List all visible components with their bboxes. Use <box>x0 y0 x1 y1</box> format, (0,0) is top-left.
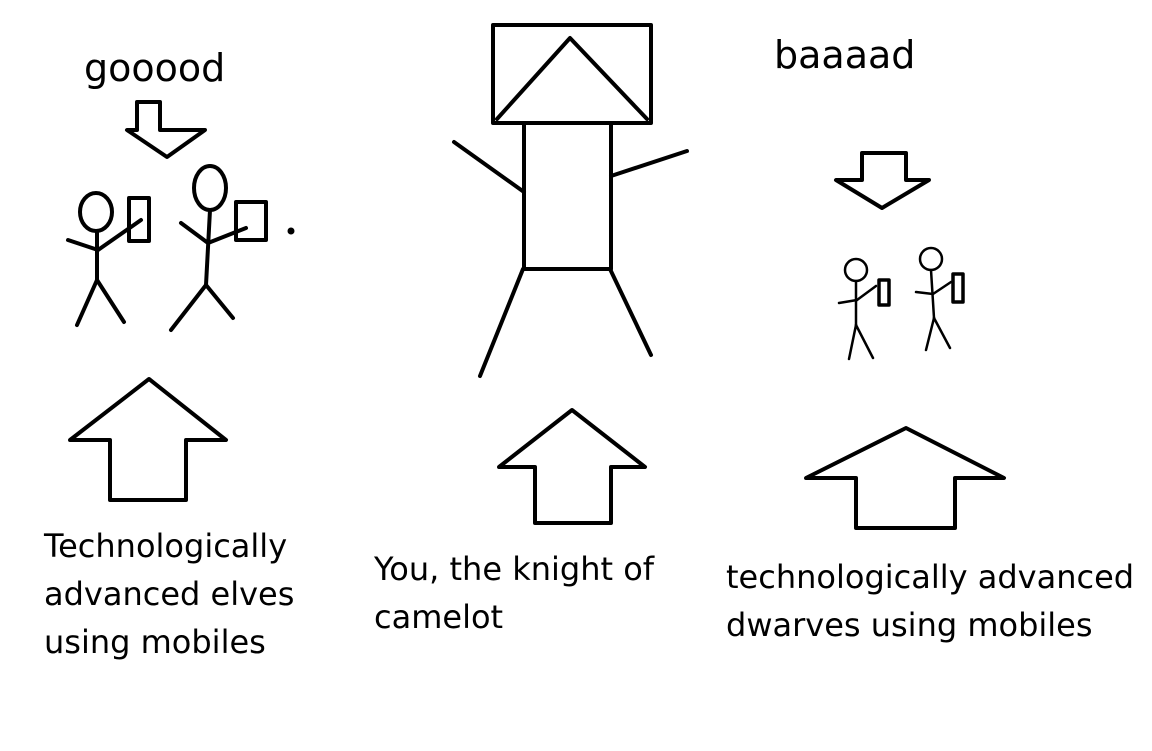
caption-line: camelot <box>374 598 504 636</box>
caption-line: You, the knight of <box>374 550 655 588</box>
caption-line: Technologically <box>44 527 288 565</box>
up-arrow-dwarves <box>804 426 1006 530</box>
caption-line: advanced elves <box>44 575 295 613</box>
dwarf-figure-2 <box>914 246 953 352</box>
knight-caption: You, the knight of camelot <box>374 545 654 641</box>
caption-line: using mobiles <box>44 623 266 661</box>
caption-line: dwarves using mobiles <box>726 606 1093 644</box>
knight-body <box>522 121 613 271</box>
elves-caption: Technologically advanced elves using mob… <box>44 522 294 666</box>
dwarf-figure-1 <box>837 257 878 361</box>
down-arrow-good <box>125 100 207 159</box>
down-arrow-bad <box>834 151 931 210</box>
up-arrow-elves <box>68 377 228 502</box>
mobile-phone-icon <box>877 278 891 307</box>
knight-figure <box>452 23 689 378</box>
mobile-phone-icon <box>234 200 268 242</box>
bad-label: baaaad <box>774 33 916 77</box>
up-arrow-knight <box>497 408 647 525</box>
mobile-phone-icon <box>127 196 151 243</box>
dot <box>287 227 295 235</box>
good-label: gooood <box>84 46 226 90</box>
elf-figure-1 <box>66 191 143 327</box>
mobile-phone-icon <box>951 272 965 304</box>
elf-figure-2 <box>169 164 248 332</box>
dwarves-caption: technologically advanced dwarves using m… <box>726 553 1134 649</box>
caption-line: technologically advanced <box>726 558 1135 596</box>
